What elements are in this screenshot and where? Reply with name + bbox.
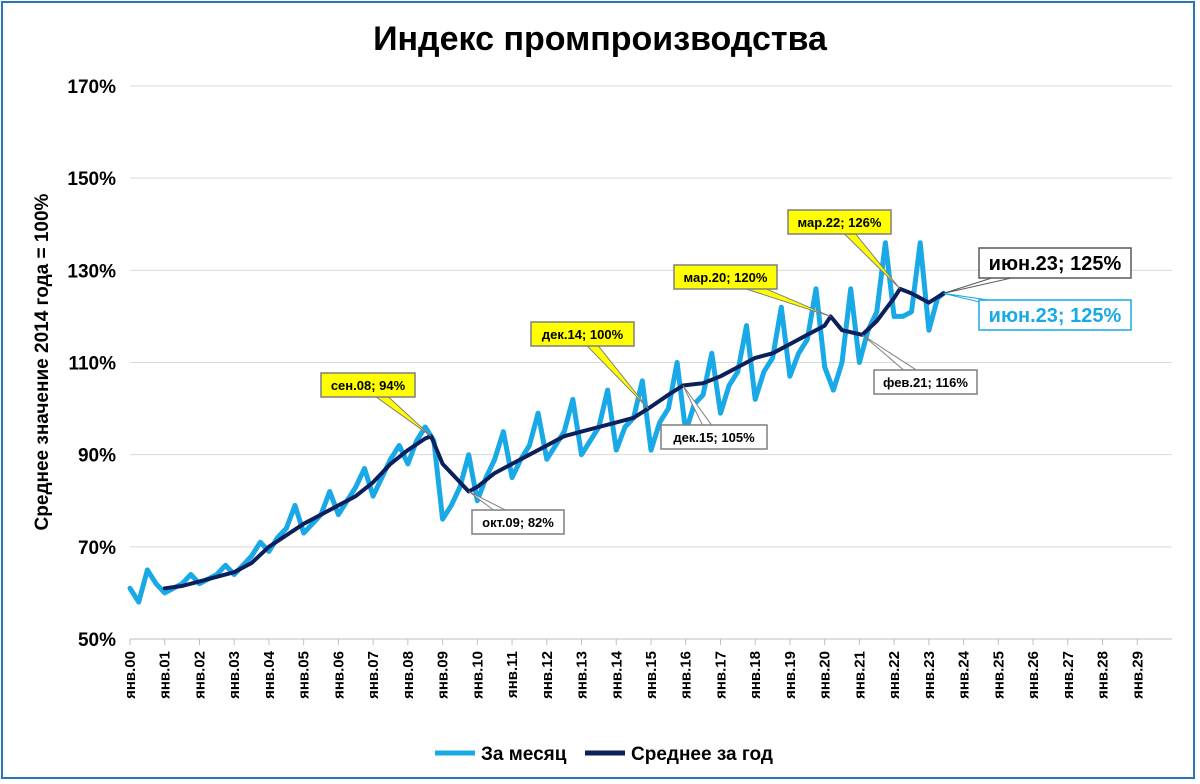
callout-box — [673, 264, 778, 290]
callout-label: мар.20; 120% — [684, 270, 768, 285]
callout-box — [660, 424, 768, 450]
series-group — [127, 240, 946, 605]
y-axis-ticks: 50% 70% 90% 110% 130% 150% 170% — [67, 77, 116, 651]
legend-item: За месяц — [435, 744, 567, 765]
x-tick-label: янв.03 — [226, 651, 243, 699]
y-tick-label: 50% — [78, 630, 116, 651]
callout-label: дек.14; 100% — [542, 327, 624, 342]
legend-label: Среднее за год — [631, 744, 773, 765]
series-line-annual-average — [162, 286, 946, 591]
annotation-callout: окт.09; 82% — [468, 491, 565, 535]
callout-label: июн.23; 125% — [989, 253, 1122, 275]
callout-box — [471, 509, 565, 535]
gridlines — [130, 85, 1172, 640]
x-tick-label: янв.09 — [435, 651, 452, 699]
y-tick-label: 70% — [78, 538, 116, 559]
annotations: сен.08; 94% окт.09; 82% дек.14; 100% дек.15… — [320, 209, 1132, 535]
y-tick-label: 110% — [68, 354, 116, 375]
callout-box — [873, 369, 978, 395]
x-tick-label: янв.24 — [956, 650, 973, 699]
x-axis-ticks: янв.00 янв.01 янв.02 янв.03 янв.04 янв.05 янв.… — [122, 638, 1172, 699]
legend: За месяц Среднее за год — [435, 744, 773, 765]
x-tick-label: янв.05 — [296, 651, 313, 699]
y-tick-label: 170% — [67, 77, 116, 98]
legend-item: Среднее за год — [585, 744, 773, 765]
x-tick-label: янв.02 — [191, 651, 208, 699]
chart-title: Индекс промпроизводства — [373, 20, 828, 58]
y-tick-label: 150% — [67, 169, 116, 190]
x-tick-label: янв.11 — [504, 651, 521, 698]
callout-box — [530, 321, 635, 347]
callout-label: июн.23; 125% — [989, 305, 1122, 327]
annotation-callout: июн.23; 125% — [943, 292, 1132, 331]
y-axis-label: Среднее значение 2014 года = 100% — [32, 193, 53, 530]
x-tick-label: янв.18 — [747, 651, 764, 699]
annotation-callout: июн.23; 125% — [943, 247, 1132, 294]
x-tick-label: янв.19 — [782, 651, 799, 699]
x-tick-label: янв.15 — [643, 651, 660, 699]
series-line-monthly — [127, 240, 946, 605]
callout-label: дек.15; 105% — [673, 430, 755, 445]
annotation-callout: дек.15; 105% — [660, 385, 768, 450]
x-tick-label: янв.28 — [1095, 651, 1112, 699]
x-tick-label: янв.26 — [1025, 651, 1042, 699]
x-tick-label: янв.10 — [469, 651, 486, 699]
x-tick-label: янв.23 — [921, 651, 938, 699]
annotation-callout: фев.21; 116% — [861, 334, 978, 395]
x-tick-label: янв.00 — [122, 651, 139, 699]
x-tick-label: янв.14 — [608, 650, 625, 699]
x-tick-label: янв.22 — [886, 651, 903, 699]
x-tick-label: янв.29 — [1129, 651, 1146, 699]
x-tick-label: янв.01 — [157, 651, 174, 699]
callout-label: мар.22; 126% — [798, 215, 882, 230]
callout-box — [978, 247, 1132, 279]
x-tick-label: янв.06 — [330, 651, 347, 699]
x-tick-label: янв.25 — [990, 651, 1007, 699]
annotation-callout: мар.20; 120% — [673, 264, 831, 317]
annotation-callout: сен.08; 94% — [320, 372, 432, 437]
annotation-callout: дек.14; 100% — [530, 321, 649, 409]
callout-label: окт.09; 82% — [482, 515, 554, 530]
callout-label: фев.21; 116% — [883, 375, 968, 390]
x-tick-label: янв.16 — [678, 651, 695, 699]
callout-label: сен.08; 94% — [331, 378, 406, 393]
callout-box — [787, 209, 892, 235]
y-tick-label: 130% — [67, 261, 116, 282]
x-tick-label: янв.13 — [574, 651, 591, 699]
x-tick-label: янв.07 — [365, 651, 382, 699]
x-tick-label: янв.17 — [712, 651, 729, 699]
callout-box — [320, 372, 416, 398]
x-tick-label: янв.04 — [261, 650, 278, 699]
legend-label: За месяц — [481, 744, 567, 765]
y-tick-label: 90% — [78, 446, 116, 467]
x-tick-label: янв.12 — [539, 651, 556, 699]
x-tick-label: янв.27 — [1060, 651, 1077, 699]
x-tick-label: янв.08 — [400, 651, 417, 699]
callout-box — [978, 299, 1132, 331]
x-tick-label: янв.20 — [817, 651, 834, 699]
annotation-callout: мар.22; 126% — [787, 209, 901, 290]
x-tick-label: янв.21 — [851, 651, 868, 699]
